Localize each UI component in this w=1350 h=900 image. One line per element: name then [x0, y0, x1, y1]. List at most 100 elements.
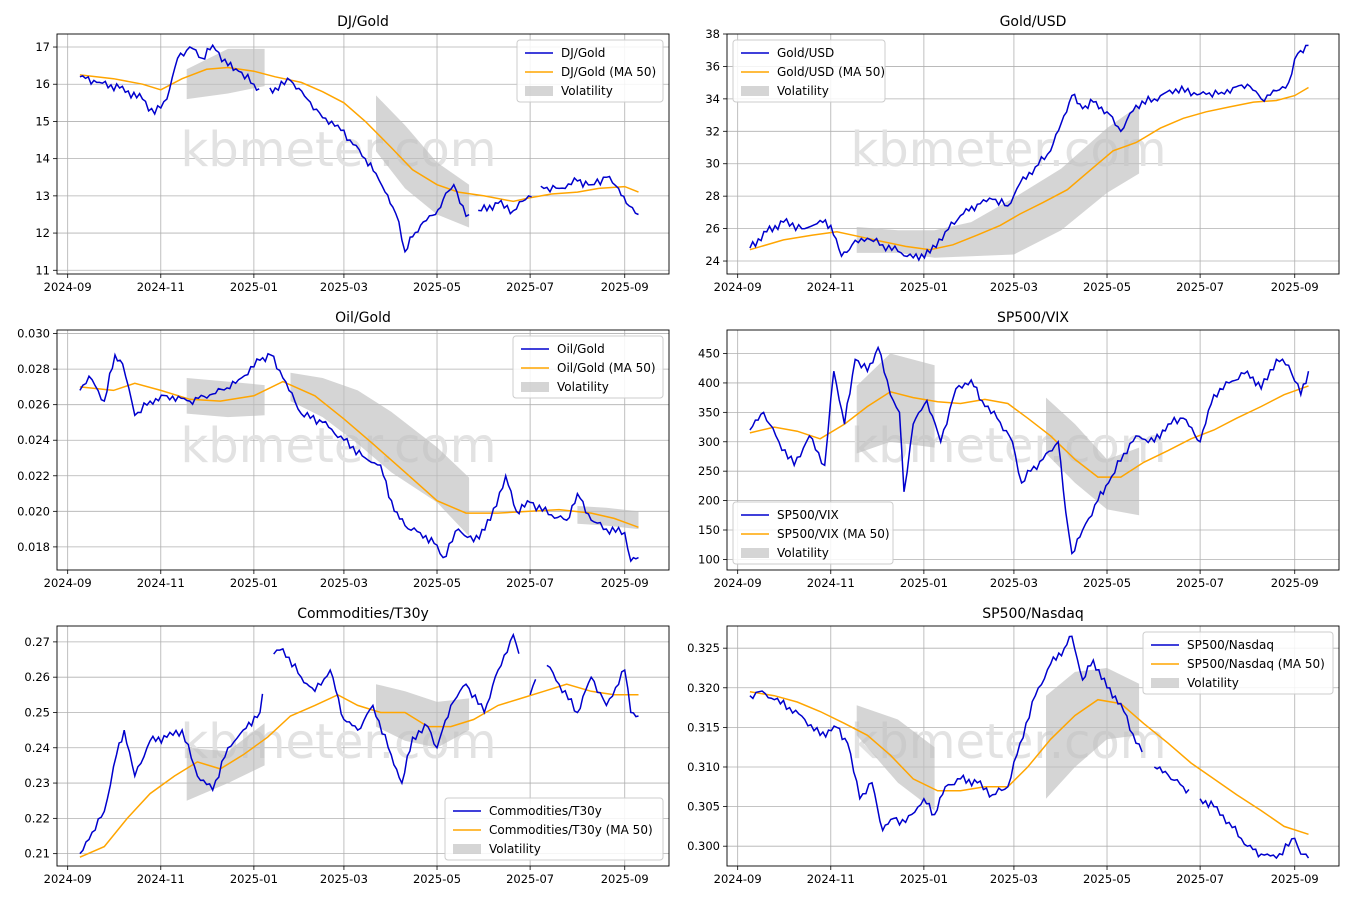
x-tick-label: 2025-07	[1176, 872, 1224, 886]
ma-line	[79, 380, 639, 529]
y-tick-label: 300	[698, 435, 720, 449]
ratio-line	[749, 635, 1310, 860]
y-tick-label: 250	[698, 464, 720, 478]
volatility-band	[856, 705, 935, 811]
y-tick-label: 450	[698, 347, 720, 361]
legend-box	[1142, 631, 1334, 695]
x-tick-label: 2025-01	[230, 280, 278, 294]
y-tick-label: 0.26	[24, 670, 50, 684]
y-tick-label: 0.028	[17, 362, 50, 376]
legend-swatch-volatility	[1151, 678, 1179, 688]
chart-panel: DJ/Gold 2024-09 2024-11 2025-01 2025-03 2025-…	[35, 14, 670, 294]
volatility-band	[186, 723, 265, 801]
y-tick-label: 0.25	[24, 705, 50, 719]
y-tick-label: 0.21	[24, 847, 50, 861]
legend-label: SP500/Nasdaq (MA 50)	[1187, 657, 1325, 671]
watermark: kbmeter.com	[181, 122, 497, 178]
x-tick-label: 2025-09	[1271, 576, 1319, 590]
ma-line	[749, 690, 1309, 836]
y-tick-label: 200	[698, 494, 720, 508]
ratio-line	[79, 632, 639, 855]
y-tick-label: 350	[698, 405, 720, 419]
legend-label: SP500/Nasdaq	[1187, 638, 1274, 652]
volatility-band	[290, 372, 470, 537]
legend-label: Oil/Gold	[557, 342, 605, 356]
x-tick-label: 2025-05	[1083, 576, 1131, 590]
x-tick-label: 2025-09	[1271, 280, 1319, 294]
legend-box	[732, 39, 886, 103]
legend-label: SP500/VIX (MA 50)	[777, 527, 890, 541]
x-tick-label: 2024-11	[807, 872, 855, 886]
legend-label: Gold/USD	[777, 46, 834, 60]
x-tick-label: 2025-03	[990, 872, 1038, 886]
x-tick-label: 2025-05	[1083, 872, 1131, 886]
y-tick-label: 38	[705, 27, 720, 41]
axes-frame	[726, 33, 1340, 275]
legend: Gold/USD Gold/USD (MA 50) Volatility	[732, 39, 886, 103]
y-tick-label: 0.22	[24, 811, 50, 825]
y-tick-label: 0.23	[24, 776, 50, 790]
y-tick-label: 100	[698, 552, 720, 566]
legend-label: Volatility	[489, 842, 541, 856]
y-tick-label: 150	[698, 523, 720, 537]
y-tick-label: 0.026	[17, 398, 50, 412]
chart-title: SP500/VIX	[997, 310, 1069, 326]
x-tick-label: 2024-09	[714, 576, 762, 590]
chart-panel: Commodities/T30y 2024-09 2024-11 2025-01 202…	[24, 606, 670, 886]
legend-swatch-volatility	[741, 86, 769, 96]
chart-panel: SP500/VIX 2024-09 2024-11 2025-01 2025-03 202…	[698, 310, 1340, 590]
axes-frame	[726, 625, 1340, 867]
chart-panel: Oil/Gold 2024-09 2024-11 2025-01 2025-03 2025…	[17, 310, 670, 590]
legend-label: Volatility	[777, 84, 829, 98]
x-tick-label: 2024-11	[137, 576, 185, 590]
plot-area	[79, 352, 639, 563]
volatility-band	[186, 378, 265, 418]
x-tick-label: 2025-05	[413, 576, 461, 590]
x-tick-label: 2025-07	[506, 280, 554, 294]
chart-title: Commodities/T30y	[297, 606, 429, 622]
y-tick-label: 28	[705, 189, 720, 203]
legend-label: Volatility	[561, 84, 613, 98]
volatility-band	[1046, 668, 1140, 799]
chart-title: Oil/Gold	[335, 310, 391, 326]
x-tick-label: 2025-01	[230, 576, 278, 590]
legend-swatch-volatility	[525, 86, 553, 96]
y-tick-label: 0.024	[17, 433, 50, 447]
chart-panel: Gold/USD 2024-09 2024-11 2025-01 2025-03 2025…	[705, 14, 1340, 294]
x-tick-label: 2025-01	[900, 872, 948, 886]
y-tick-label: 16	[35, 77, 50, 91]
ma-line	[79, 66, 639, 203]
y-tick-label: 13	[35, 189, 50, 203]
plot-area	[749, 345, 1310, 556]
legend-box	[732, 501, 894, 565]
ratio-line	[79, 352, 639, 563]
chart-title: SP500/Nasdaq	[982, 606, 1083, 622]
y-tick-label: 26	[705, 222, 720, 236]
x-tick-label: 2025-05	[413, 280, 461, 294]
legend-box	[516, 39, 664, 103]
chart-title: Gold/USD	[1000, 14, 1067, 30]
grid	[57, 626, 669, 866]
x-tick-label: 2024-09	[44, 576, 92, 590]
y-tick-label: 34	[705, 92, 720, 106]
y-tick-label: 400	[698, 376, 720, 390]
y-tick-label: 0.24	[24, 741, 50, 755]
legend-box	[512, 335, 664, 399]
volatility-band	[856, 353, 935, 454]
legend-swatch-volatility	[741, 548, 769, 558]
x-tick-label: 2025-01	[900, 280, 948, 294]
plot-area	[749, 635, 1310, 860]
y-tick-label: 0.325	[687, 641, 720, 655]
legend-label: Volatility	[557, 380, 609, 394]
y-tick-label: 0.27	[24, 635, 50, 649]
x-tick-label: 2025-03	[320, 280, 368, 294]
legend-label: Volatility	[777, 546, 829, 560]
y-tick-label: 12	[35, 226, 50, 240]
y-tick-label: 0.320	[687, 681, 720, 695]
axes-frame	[56, 625, 670, 867]
x-tick-label: 2025-07	[506, 576, 554, 590]
volatility-band	[376, 684, 470, 748]
volatility-band	[856, 105, 1140, 258]
legend-swatch-volatility	[521, 382, 549, 392]
